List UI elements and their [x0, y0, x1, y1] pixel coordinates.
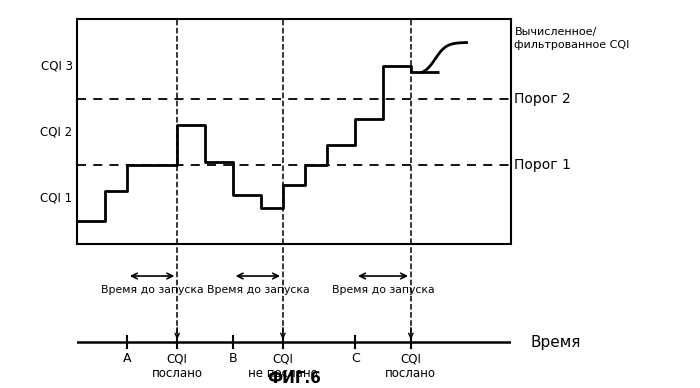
Text: CQI
послано: CQI послано	[152, 352, 203, 380]
Text: CQI 3: CQI 3	[41, 59, 73, 72]
Text: CQI 1: CQI 1	[41, 192, 73, 204]
Text: Порог 1: Порог 1	[514, 158, 571, 172]
Text: Время: Время	[531, 334, 581, 350]
Text: CQI
послано: CQI послано	[385, 352, 436, 380]
Text: CQI 2: CQI 2	[41, 125, 73, 139]
Text: Время до запуска: Время до запуска	[332, 285, 434, 294]
Text: B: B	[228, 352, 237, 365]
Text: CQI
не послано: CQI не послано	[248, 352, 318, 380]
Text: C: C	[351, 352, 360, 365]
Text: Порог 2: Порог 2	[514, 92, 571, 106]
Text: Время до запуска: Время до запуска	[206, 285, 309, 294]
Text: ФИГ.6: ФИГ.6	[267, 371, 321, 386]
Text: Время до запуска: Время до запуска	[101, 285, 204, 294]
Text: Вычисленное/
фильтрованное CQI: Вычисленное/ фильтрованное CQI	[514, 27, 630, 50]
Text: A: A	[122, 352, 132, 365]
